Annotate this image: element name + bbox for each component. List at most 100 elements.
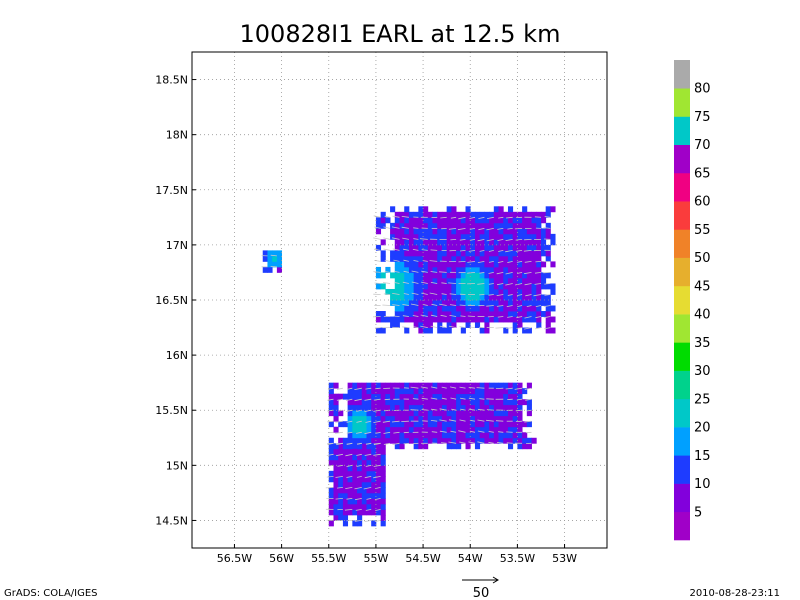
data-cell (484, 250, 490, 257)
data-cell (493, 294, 499, 301)
data-cell (507, 228, 514, 235)
data-cell (522, 294, 528, 301)
data-cell (366, 388, 372, 395)
chart-title: 100828I1 EARL at 12.5 km (240, 20, 561, 48)
wind-arrow (526, 305, 532, 307)
wind-arrow (366, 498, 372, 500)
data-cell (352, 470, 358, 477)
wind-arrow (486, 305, 494, 307)
data-cell (385, 404, 391, 411)
data-cell (427, 244, 433, 251)
data-cell (517, 322, 523, 328)
data-cell (380, 250, 386, 257)
wind-arrow (450, 216, 457, 219)
data-cell (423, 222, 429, 229)
data-cell (413, 217, 419, 224)
data-cell (342, 520, 349, 527)
data-cell (380, 211, 386, 218)
data-cell (493, 211, 499, 218)
data-cell (380, 415, 386, 422)
data-cell (432, 233, 438, 240)
data-cell (460, 272, 466, 279)
wind-arrow (383, 248, 391, 251)
data-cell (526, 300, 532, 306)
x-tick-label: 56.5W (217, 552, 252, 565)
data-cell (545, 300, 551, 306)
data-cell (536, 211, 542, 218)
data-cell (408, 311, 415, 317)
x-tick-label: 55W (363, 552, 388, 565)
wind-arrow (543, 305, 551, 307)
wind-arrow (486, 228, 494, 231)
data-cell (474, 410, 481, 417)
data-cell (371, 459, 377, 466)
data-cell (352, 454, 358, 461)
data-cell (507, 305, 514, 312)
data-cell (375, 228, 382, 235)
wind-arrow (535, 305, 542, 307)
wind-arrow (335, 420, 343, 423)
data-cell (427, 222, 433, 229)
data-cell (498, 272, 504, 279)
data-cell (333, 399, 339, 406)
data-cell (437, 421, 443, 428)
wind-arrow (469, 430, 476, 433)
data-cell (540, 261, 547, 268)
data-cell (375, 426, 382, 433)
data-cell (451, 233, 457, 240)
wind-vectors (261, 215, 551, 522)
data-cell (526, 316, 532, 323)
wind-arrow (533, 294, 542, 297)
data-cell (371, 437, 377, 444)
data-cell (545, 311, 551, 317)
data-cell (456, 415, 462, 422)
data-cell (432, 300, 438, 306)
data-cell (413, 255, 419, 262)
data-cell (366, 487, 372, 494)
wind-arrow (524, 387, 532, 390)
wind-arrow (498, 250, 504, 252)
data-cell (366, 426, 372, 433)
data-cell (512, 311, 518, 317)
data-cell (512, 255, 518, 262)
data-cell (470, 426, 476, 433)
data-cell (394, 432, 400, 439)
wind-arrow (488, 283, 494, 285)
data-cell (441, 382, 448, 389)
wind-arrow (375, 509, 381, 511)
data-cell (333, 426, 339, 433)
data-cell (342, 470, 349, 477)
wind-arrow (459, 419, 466, 422)
wind-arrow (544, 294, 551, 296)
data-cell (479, 410, 485, 417)
data-cell (526, 277, 532, 284)
data-cell (347, 382, 353, 389)
data-cell (423, 404, 429, 411)
data-cell (418, 388, 424, 395)
data-cell (427, 261, 433, 268)
data-cell (512, 217, 518, 224)
data-cell (404, 404, 410, 411)
wind-arrow (412, 398, 419, 400)
data-cell (404, 239, 410, 246)
data-cell (423, 393, 429, 400)
wind-arrow (516, 261, 523, 263)
data-cell (479, 388, 485, 395)
data-cell (536, 322, 542, 328)
wind-arrow (356, 442, 362, 445)
data-cell (342, 459, 349, 466)
data-cell (357, 404, 363, 411)
colorbar-swatch (674, 144, 690, 174)
data-cell (338, 454, 344, 461)
data-cell (489, 421, 495, 428)
data-cell (418, 300, 424, 306)
data-cell (390, 300, 396, 306)
data-cell (408, 426, 415, 433)
data-cell (498, 288, 504, 295)
wind-arrow (507, 294, 513, 296)
data-cell (489, 222, 495, 229)
data-cell (432, 415, 438, 422)
data-cell (531, 244, 537, 251)
data-cell (418, 437, 424, 444)
data-cell (484, 272, 490, 279)
